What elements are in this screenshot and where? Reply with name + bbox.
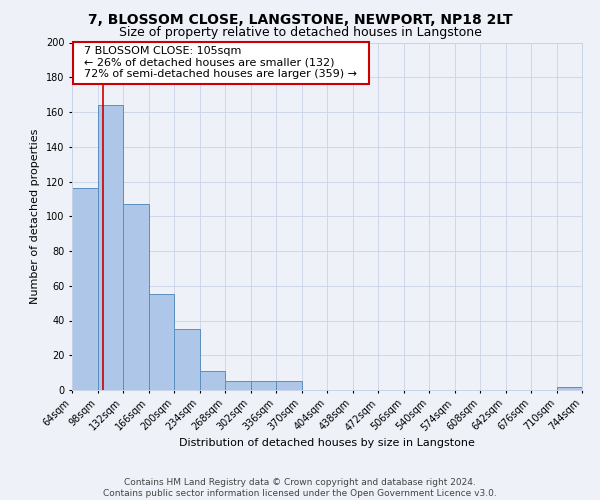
Bar (149, 294, 174, 390)
Bar (199, 371, 225, 390)
Text: 7 BLOSSOM CLOSE: 105sqm  
  ← 26% of detached houses are smaller (132)  
  72% o: 7 BLOSSOM CLOSE: 105sqm ← 26% of detache… (77, 46, 364, 79)
Bar (72, 188, 97, 390)
Bar (251, 382, 276, 390)
Text: Contains HM Land Registry data © Crown copyright and database right 2024.
Contai: Contains HM Land Registry data © Crown c… (103, 478, 497, 498)
Bar (276, 382, 302, 390)
Bar (123, 204, 149, 390)
Bar (225, 382, 251, 390)
Y-axis label: Number of detached properties: Number of detached properties (31, 128, 40, 304)
Bar (174, 329, 199, 390)
X-axis label: Distribution of detached houses by size in Langstone: Distribution of detached houses by size … (179, 438, 475, 448)
Text: Size of property relative to detached houses in Langstone: Size of property relative to detached ho… (119, 26, 481, 39)
Bar (557, 386, 582, 390)
Bar (97, 105, 123, 390)
Text: 7, BLOSSOM CLOSE, LANGSTONE, NEWPORT, NP18 2LT: 7, BLOSSOM CLOSE, LANGSTONE, NEWPORT, NP… (88, 12, 512, 26)
